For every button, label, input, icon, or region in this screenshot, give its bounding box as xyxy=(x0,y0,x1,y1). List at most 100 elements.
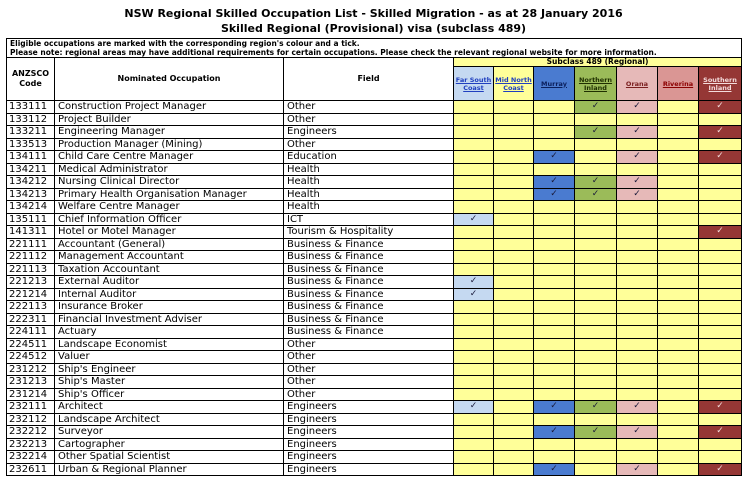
occupation: Financial Investment Adviser xyxy=(54,312,284,326)
region-cell xyxy=(657,175,699,189)
region-cell xyxy=(657,162,699,176)
note: Eligible occupations are marked with the… xyxy=(5,38,743,48)
region-cell xyxy=(657,412,699,426)
occupation: Child Care Centre Manager xyxy=(54,150,284,164)
region-cell: ✓ xyxy=(533,400,575,414)
occupation-row: 221111 Accountant (General) Business & Fin… xyxy=(6,237,743,251)
tick: ✓ xyxy=(633,101,641,111)
occupation-row: 232212 Surveyor Engineers ✓ ✓ ✓ ✓ xyxy=(6,425,743,439)
region-cell xyxy=(697,112,743,126)
anzsco-code: 221113 xyxy=(6,262,55,276)
field: Tourism & Hospitality xyxy=(283,225,454,239)
region-cell xyxy=(574,162,617,176)
region-header-row: Far South Coast Mid North Coast Murray Nort… xyxy=(7,66,743,101)
region-cell xyxy=(533,100,575,114)
field: Business & Finance xyxy=(283,325,454,339)
region-cell xyxy=(616,437,658,451)
region-cell xyxy=(616,300,658,314)
region-cell xyxy=(453,225,494,239)
field: Other xyxy=(283,337,454,351)
region-cell xyxy=(493,387,534,401)
region-cell xyxy=(493,262,534,276)
region-cell xyxy=(453,187,494,201)
anzsco-code: 221112 xyxy=(6,250,55,264)
tick: ✓ xyxy=(591,126,600,136)
occupation-row: 134111 Child Care Centre Manager Education… xyxy=(6,150,743,164)
occupation: Hotel or Motel Manager xyxy=(54,225,284,239)
region-cell xyxy=(574,287,617,301)
field: Other xyxy=(283,375,454,389)
region-cell xyxy=(657,275,699,289)
region-cell xyxy=(657,262,699,276)
occupation-row: 224512 Valuer Other xyxy=(6,350,743,364)
occupation: Ship's Engineer xyxy=(54,362,284,376)
tick: ✓ xyxy=(550,188,558,199)
tick: ✓ xyxy=(550,401,558,411)
field: Other xyxy=(283,387,454,401)
region-cell xyxy=(453,200,494,214)
region-cell xyxy=(453,462,494,476)
region-cell xyxy=(657,350,699,364)
region-cell xyxy=(616,325,658,339)
region-cell xyxy=(574,250,617,264)
tick: ✓ xyxy=(633,401,641,411)
region-cell xyxy=(493,137,534,151)
region-cell xyxy=(657,225,699,239)
region-cell: ✓ xyxy=(616,150,658,164)
region-cell xyxy=(493,212,534,226)
anzsco-code: 232213 xyxy=(6,437,55,451)
region-cell xyxy=(697,175,743,189)
region-cell xyxy=(453,100,494,114)
region-cell xyxy=(657,387,699,401)
field: Other xyxy=(283,137,454,151)
region-cell xyxy=(493,200,534,214)
region-cell xyxy=(574,387,617,401)
region-cell xyxy=(657,400,699,414)
occupation: Nursing Clinical Director xyxy=(54,175,284,189)
region-cell xyxy=(493,312,534,326)
region-cell: ✓ xyxy=(453,287,494,301)
region-cell xyxy=(616,225,658,239)
anzsco-code: 135111 xyxy=(6,212,55,226)
anzsco-code: 133211 xyxy=(6,125,55,139)
field: Education xyxy=(283,150,454,164)
region-cell xyxy=(697,237,743,251)
occupation: Actuary xyxy=(54,325,284,339)
region-cell xyxy=(574,450,617,464)
region-cell xyxy=(574,300,617,314)
region-cell xyxy=(616,162,658,176)
region-cell xyxy=(697,187,743,201)
region-cell xyxy=(493,162,534,176)
occupation-row: 141311 Hotel or Motel Manager Tourism & Ho… xyxy=(6,225,743,239)
occupation: Landscape Economist xyxy=(54,337,284,351)
anzsco-code: 134214 xyxy=(6,200,55,214)
region-cell xyxy=(493,425,534,439)
region-cell xyxy=(453,125,494,139)
region-cell xyxy=(574,437,617,451)
tick: ✓ xyxy=(633,188,641,199)
field: Business & Finance xyxy=(283,312,454,326)
occupation: Welfare Centre Manager xyxy=(54,200,284,214)
occupation: Internal Auditor xyxy=(54,287,284,301)
anzsco-code: 232611 xyxy=(6,462,55,476)
region-cell xyxy=(616,275,658,289)
region-cell xyxy=(533,362,575,376)
anzsco-code: 221213 xyxy=(6,275,55,289)
column-header: ANZSCO Code xyxy=(6,57,55,101)
region-cell xyxy=(657,325,699,339)
occupation-row: 224511 Landscape Economist Other xyxy=(6,337,743,351)
region-cell xyxy=(453,237,494,251)
region-cell xyxy=(616,250,658,264)
region-cell xyxy=(533,350,575,364)
region-cell xyxy=(533,437,575,451)
region-cell xyxy=(657,125,699,139)
anzsco-code: 222113 xyxy=(6,300,55,314)
region-cell xyxy=(493,237,534,251)
region-cell xyxy=(657,425,699,439)
anzsco-code: 221111 xyxy=(6,237,55,251)
occupation-row: 133513 Production Manager (Mining) Other xyxy=(6,137,743,151)
region-cell xyxy=(616,350,658,364)
region-cell xyxy=(697,412,743,426)
occupation: Taxation Accountant xyxy=(54,262,284,276)
